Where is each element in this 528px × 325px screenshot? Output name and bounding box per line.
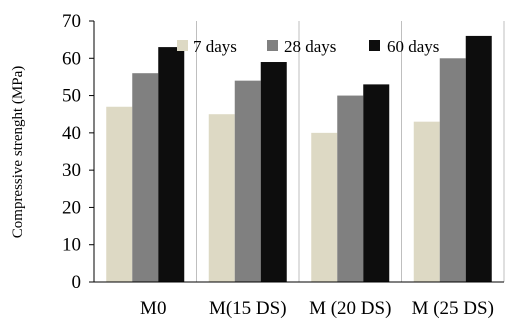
y-tick-label: 60: [62, 48, 81, 69]
legend-label: 60 days: [387, 37, 439, 56]
x-category-label: M(15 DS): [209, 298, 287, 319]
y-tick-label: 10: [62, 235, 81, 256]
bar: [132, 73, 159, 282]
bar: [311, 132, 338, 282]
legend-label: 28 days: [284, 37, 336, 56]
x-category-label: M (20 DS): [309, 298, 391, 319]
x-category-label: M (25 DS): [412, 298, 494, 319]
y-tick-label: 40: [62, 123, 81, 144]
grid: [196, 21, 505, 282]
bar: [208, 114, 235, 282]
legend-label: 7 days: [193, 37, 237, 56]
axes: [93, 21, 504, 283]
y-tick-label: 50: [62, 86, 81, 107]
bars: [106, 35, 492, 283]
y-tick-label: 0: [72, 272, 82, 293]
bar: [234, 80, 261, 283]
bar: [260, 62, 287, 283]
bar: [363, 84, 390, 282]
y-axis-title: Compressive strenght (MPa): [10, 66, 26, 238]
legend: 7 days 28 days 60 days: [177, 37, 439, 56]
bar: [337, 95, 364, 282]
x-category-labels: M0 M(15 DS) M (20 DS) M (25 DS): [140, 298, 494, 319]
bar: [465, 35, 492, 282]
legend-swatch: [177, 40, 188, 51]
bar: [439, 58, 466, 283]
legend-swatch: [369, 40, 380, 51]
legend-swatch: [267, 40, 278, 51]
x-category-label: M0: [140, 298, 166, 319]
bar: [413, 121, 440, 283]
y-tick-label: 70: [62, 11, 81, 32]
y-tick-label: 30: [62, 160, 81, 181]
bar: [158, 47, 185, 282]
bar: [106, 106, 133, 282]
y-tick-label: 20: [62, 197, 81, 218]
y-tick-labels: 0 10 20 30 40 50 60 70: [62, 11, 94, 293]
